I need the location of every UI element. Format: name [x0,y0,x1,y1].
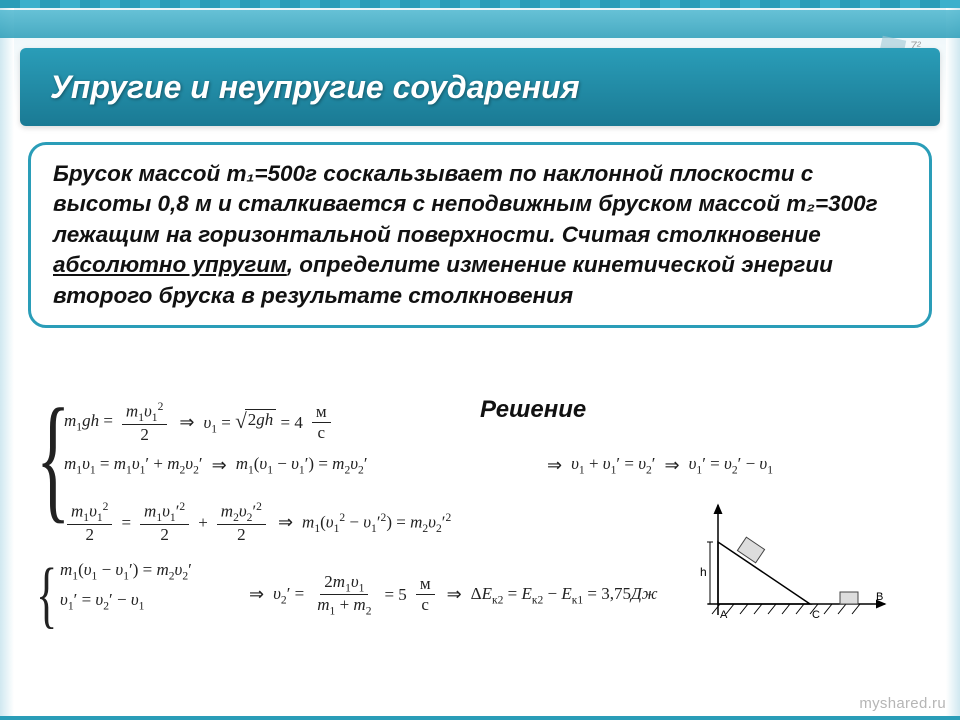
eq3-f2: m1υ1′22 [140,500,189,545]
eq2-lhs: m1υ1 = m1υ1′ + m2υ2′ [64,454,203,476]
incline-diagram: h A C B [700,500,890,630]
equation-line-2b: ⇒ υ1 + υ1′ = υ2′ ⇒ υ1′ = υ2′ − υ1 [544,454,773,476]
eq3-rhs: m1(υ12 − υ1′2) = m2υ2′2 [302,511,451,535]
arrow-icon: ⇒ [212,455,227,476]
diagram-label-b: B [876,591,883,603]
arrow-icon: ⇒ [179,412,194,433]
eq4-result: ΔEк2 = Eк2 − Eк1 = 3,75Дж [471,584,658,606]
equation-line-3: m1υ122 = m1υ1′22 + m2υ2′22 ⇒ m1(υ12 − υ1… [64,500,451,545]
eq2-mid: m1(υ1 − υ1′) = m2υ2′ [236,454,368,476]
diagram-label-c: C [812,609,820,621]
equation-line-2: m1υ1 = m1υ1′ + m2υ2′ ⇒ m1(υ1 − υ1′) = m2… [64,454,368,476]
eq2-rhs2: υ1′ = υ2′ − υ1 [689,454,773,476]
header: Упругие и неупругие соударения [20,48,940,126]
top-border [0,0,960,8]
diagram-label-a: A [720,609,728,621]
arrow-icon: ⇒ [665,455,680,476]
brace-icon: { [36,558,57,632]
eq4-unit: м с [416,574,435,615]
problem-text-underlined: абсолютно упругим [53,252,287,277]
arrow-icon: ⇒ [278,512,293,533]
arrow-icon: ⇒ [249,584,264,605]
eq2-mid2: υ1 + υ1′ = υ2′ [571,454,655,476]
eq4-eq: υ2′ = [273,584,304,606]
eq3-f1: m1υ122 [67,500,112,545]
eq3-f3: m2υ2′22 [217,500,266,545]
eq1-prefix: m1gh = [64,411,113,433]
problem-box: Брусок массой m₁=500г соскальзывает по н… [28,142,932,328]
eq1-rhs: υ1 = √2gh = 4 [203,409,302,435]
problem-text: Брусок массой m₁=500г соскальзывает по н… [53,159,907,311]
eq4-frac: 2m1υ1 m1 + m2 [313,572,375,618]
problem-text-before: Брусок массой m₁=500г соскальзывает по н… [53,161,878,247]
eq4-val: = 5 [384,585,406,605]
equation-line-4b: υ1′ = υ2′ − υ1 [60,590,144,612]
eq4-sys2: υ1′ = υ2′ − υ1 [60,590,144,612]
arrow-icon: ⇒ [447,584,462,605]
watermark: myshared.ru [859,695,946,712]
equation-line-1: m1gh = m1υ12 2 ⇒ υ1 = √2gh = 4 м с [64,400,334,445]
page-title: Упругие и неупругие соударения [50,69,580,106]
equation-line-4c: ⇒ υ2′ = 2m1υ1 m1 + m2 = 5 м с ⇒ ΔEк2 = E… [246,572,658,618]
eq1-frac: m1υ12 2 [122,400,167,445]
eq1-unit: м с [312,402,331,443]
gutter-left [0,0,14,720]
bottom-border [0,716,960,720]
arrow-icon: ⇒ [547,455,562,476]
diagram-label-h: h [700,565,707,579]
equation-line-4a: m1(υ1 − υ1′) = m2υ2′ [60,560,192,582]
gutter-right [946,0,960,720]
eq4-sys1: m1(υ1 − υ1′) = m2υ2′ [60,560,192,582]
slide: 7² Упругие и неупругие соударения Брусок… [0,0,960,720]
